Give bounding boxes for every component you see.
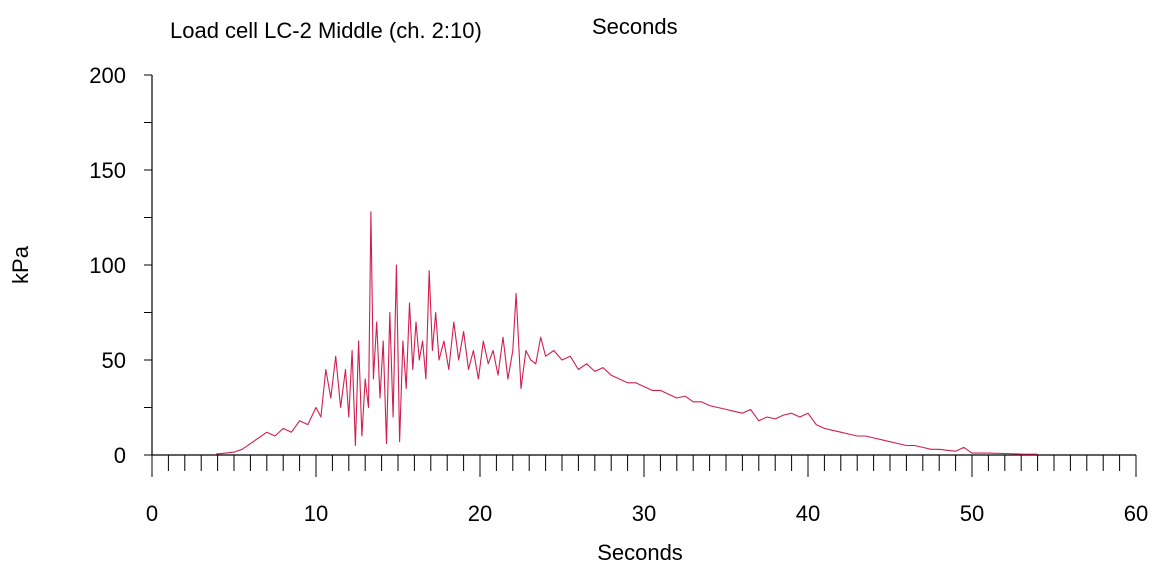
x-tick-label: 10 [304, 501, 328, 526]
x-tick-label: 40 [796, 501, 820, 526]
axis-ticks: 0 50 100 150 200 0 10 20 30 40 50 60 [89, 63, 1148, 526]
y-tick-label: 100 [89, 253, 126, 278]
x-tick-label: 50 [960, 501, 984, 526]
x-axis-label: Seconds [597, 540, 683, 565]
x-tick-label: 0 [146, 501, 158, 526]
y-tick-label: 150 [89, 158, 126, 183]
series-layer [215, 211, 1038, 455]
y-tick-label: 200 [89, 63, 126, 88]
x-tick-label: 60 [1124, 501, 1148, 526]
chart-subtitle: Seconds [592, 14, 678, 39]
y-tick-label: 0 [114, 443, 126, 468]
y-tick-label: 50 [102, 348, 126, 373]
series-line [215, 211, 1038, 455]
chart-title: Load cell LC-2 Middle (ch. 2:10) [170, 18, 482, 43]
y-axis-label: kPa [8, 245, 33, 284]
x-tick-label: 30 [632, 501, 656, 526]
x-tick-label: 20 [468, 501, 492, 526]
